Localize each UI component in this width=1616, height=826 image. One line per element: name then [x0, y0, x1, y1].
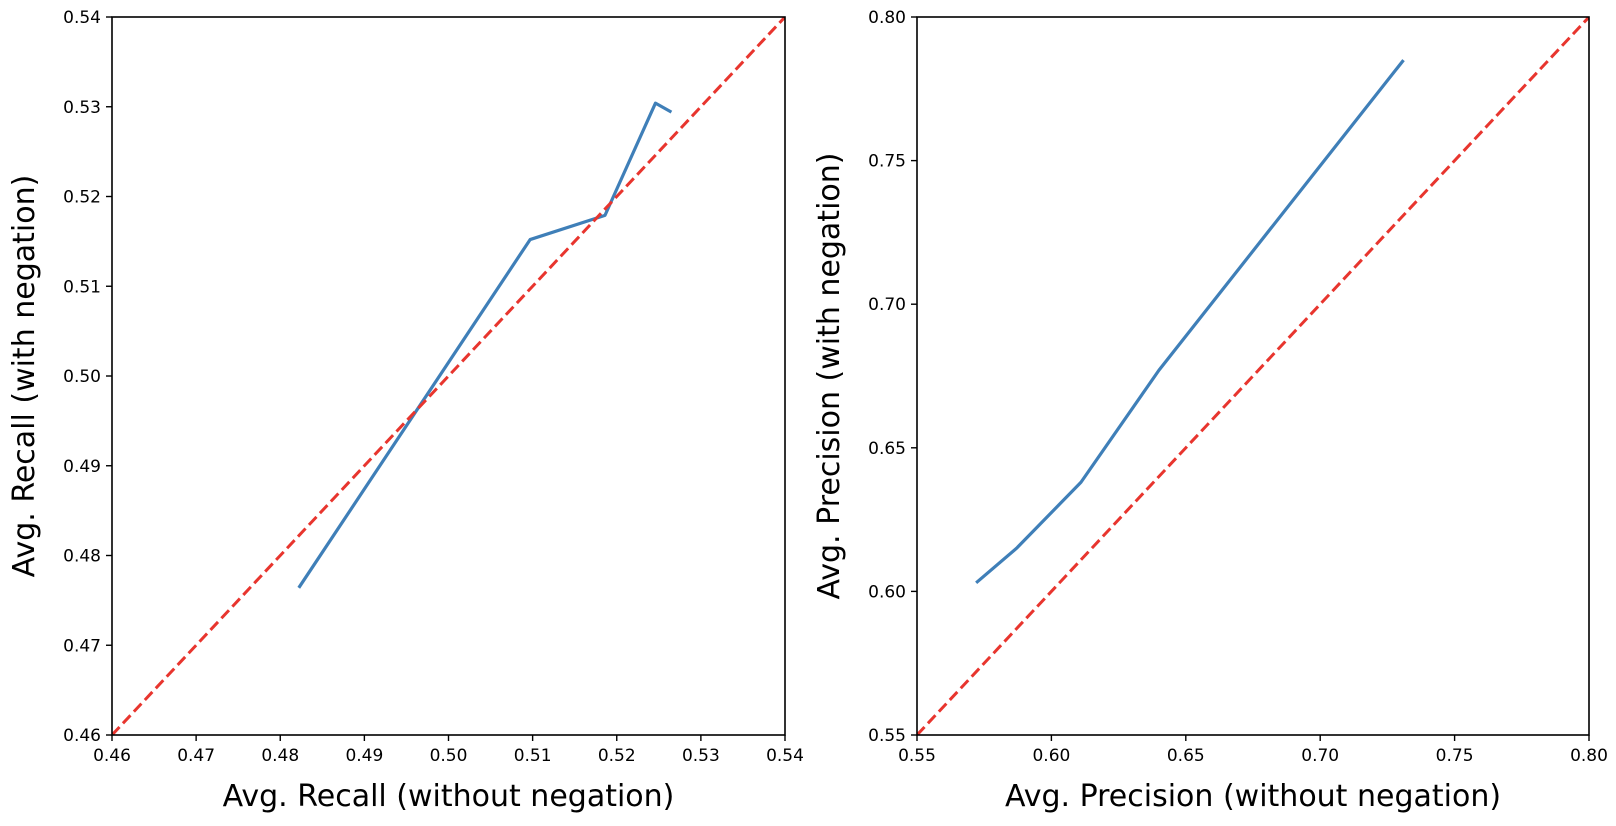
precision-y-tick-label: 0.70: [868, 295, 906, 315]
precision-reference-line: [917, 17, 1589, 735]
precision-x-tick-label: 0.60: [1032, 746, 1070, 766]
recall-x-tick-label: 0.49: [345, 746, 383, 766]
precision-y-tick-label: 0.75: [868, 152, 906, 172]
recall-chart: 0.46 0.47 0.48 0.49 0.50 0.51 0.52 0.53 0.54 0.46…: [7, 8, 804, 814]
precision-y-tick-label: 0.80: [868, 8, 906, 28]
recall-y-tick-label: 0.49: [63, 457, 101, 477]
precision-plot-frame: [916, 16, 1590, 736]
precision-x-tick-label: 0.70: [1301, 746, 1339, 766]
recall-x-tick-label: 0.46: [93, 746, 131, 766]
recall-x-tick-label: 0.53: [682, 746, 720, 766]
recall-y-tick-label: 0.46: [63, 726, 101, 746]
recall-y-tick-label: 0.54: [63, 8, 101, 28]
precision-x-tick-label: 0.80: [1570, 746, 1608, 766]
recall-y-tick-label: 0.50: [63, 367, 101, 387]
precision-y-tick-label: 0.55: [868, 726, 906, 746]
recall-x-tick-label: 0.47: [177, 746, 215, 766]
recall-x-axis-label: Avg. Recall (without negation): [223, 779, 675, 814]
recall-y-tick-label: 0.53: [63, 98, 101, 118]
recall-x-tick-label: 0.50: [430, 746, 468, 766]
precision-chart: 0.55 0.60 0.65 0.70 0.75 0.80 0.55 0.60 0.65 0.70…: [812, 8, 1608, 814]
recall-x-tick-label: 0.48: [261, 746, 299, 766]
recall-y-tick-label: 0.52: [63, 188, 101, 208]
recall-x-tick-label: 0.54: [766, 746, 804, 766]
recall-y-axis-label: Avg. Recall (with negation): [7, 175, 42, 578]
recall-x-tick-label: 0.52: [598, 746, 636, 766]
recall-y-tick-label: 0.47: [63, 636, 101, 656]
recall-x-tick-label: 0.51: [514, 746, 552, 766]
precision-x-axis-label: Avg. Precision (without negation): [1005, 779, 1501, 814]
precision-x-tick-label: 0.65: [1167, 746, 1205, 766]
recall-y-tick-label: 0.48: [63, 547, 101, 567]
recall-reference-line: [112, 17, 785, 735]
recall-y-tick-label: 0.51: [63, 277, 101, 297]
recall-series-line: [297, 101, 673, 589]
precision-y-axis-label: Avg. Precision (with negation): [812, 153, 847, 600]
precision-x-tick-label: 0.75: [1436, 746, 1474, 766]
precision-x-tick-label: 0.55: [898, 746, 936, 766]
precision-y-tick-label: 0.65: [868, 439, 906, 459]
precision-series-line: [975, 59, 1405, 584]
precision-y-tick-label: 0.60: [868, 582, 906, 602]
